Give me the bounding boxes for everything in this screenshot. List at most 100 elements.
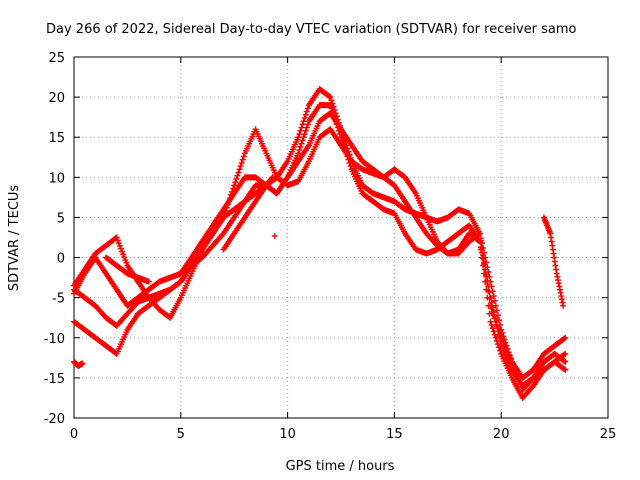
data-point (485, 268, 492, 275)
data-point (490, 309, 497, 316)
y-tick-label: -5 (52, 292, 65, 307)
data-point (501, 336, 508, 343)
data-point (299, 121, 306, 128)
data-points (71, 86, 569, 401)
data-point (230, 185, 237, 192)
data-point (145, 278, 152, 285)
data-point (488, 299, 495, 306)
data-point (299, 137, 306, 144)
data-point (477, 244, 484, 251)
data-point (491, 313, 498, 320)
data-point (489, 325, 496, 332)
data-point (116, 242, 123, 249)
data-point (120, 251, 127, 258)
y-tick-label: -10 (44, 332, 65, 347)
data-point (297, 143, 304, 150)
data-point (483, 272, 490, 279)
data-point (562, 358, 569, 365)
data-point (79, 360, 86, 367)
data-point (298, 140, 305, 147)
data-point (343, 142, 350, 149)
data-point (332, 110, 339, 117)
x-tick-label: 20 (493, 427, 510, 442)
data-point (494, 341, 501, 348)
data-point (113, 234, 120, 241)
axis-ticks: 0 5 10 15 20 25 -20 -15 -10 -5 0 5 10 15 20 25 (44, 51, 617, 442)
data-point (497, 321, 504, 328)
series-trace-4 (71, 110, 569, 389)
data-point (562, 366, 569, 373)
data-point (304, 121, 311, 128)
data-point (223, 204, 230, 211)
data-point (494, 312, 501, 319)
data-point (229, 188, 236, 195)
data-point (269, 174, 276, 181)
data-point (232, 179, 239, 186)
y-tick-label: 10 (48, 171, 65, 186)
data-point (507, 355, 514, 362)
y-tick-label: 0 (57, 252, 65, 267)
data-point (119, 248, 126, 255)
data-point (295, 150, 302, 157)
data-point (561, 351, 568, 358)
data-point (481, 260, 488, 267)
data-point (225, 198, 232, 205)
data-point (496, 333, 503, 340)
data-point (492, 302, 499, 309)
data-point (302, 111, 309, 118)
data-point (492, 334, 499, 341)
series-trace-1 (71, 102, 569, 401)
x-tick-label: 0 (70, 427, 78, 442)
data-point (117, 245, 124, 252)
data-point (304, 105, 311, 112)
data-point (486, 310, 493, 317)
x-tick-label: 10 (279, 427, 296, 442)
data-point (561, 335, 568, 342)
x-tick-label: 25 (600, 427, 617, 442)
data-point (488, 321, 495, 328)
data-point (234, 172, 241, 179)
series-trace-7 (271, 232, 278, 239)
data-point (487, 318, 494, 325)
data-point (494, 328, 501, 335)
data-point (237, 163, 244, 170)
data-point (300, 118, 307, 125)
data-point (226, 195, 233, 202)
series-trace-6 (220, 174, 276, 253)
series-trace-5 (103, 254, 152, 285)
data-point (492, 318, 499, 325)
data-point (238, 159, 245, 166)
data-point (222, 208, 229, 215)
data-point (475, 237, 482, 244)
data-point (121, 254, 128, 261)
data-point (123, 259, 130, 266)
data-point (490, 293, 497, 300)
data-point (496, 317, 503, 324)
plot-frame (73, 56, 609, 419)
data-point (486, 273, 493, 280)
data-point (476, 238, 483, 245)
data-point (224, 201, 231, 208)
data-point (301, 131, 308, 138)
data-point (562, 350, 569, 357)
x-tick-label: 15 (386, 427, 403, 442)
data-point (560, 302, 567, 309)
data-point (330, 103, 337, 110)
y-tick-label: 5 (57, 211, 65, 226)
data-point (493, 323, 500, 330)
data-point (508, 358, 515, 365)
data-point (502, 339, 509, 346)
data-point (503, 342, 510, 349)
data-point (329, 100, 336, 107)
data-point (561, 366, 568, 373)
data-point (303, 124, 310, 131)
data-point (115, 240, 122, 247)
data-point (271, 232, 278, 239)
data-point (489, 288, 496, 295)
data-point (236, 166, 243, 173)
x-axis-label: GPS time / hours (286, 459, 395, 474)
data-point (482, 266, 489, 273)
data-point (301, 114, 308, 121)
data-point (480, 255, 487, 262)
